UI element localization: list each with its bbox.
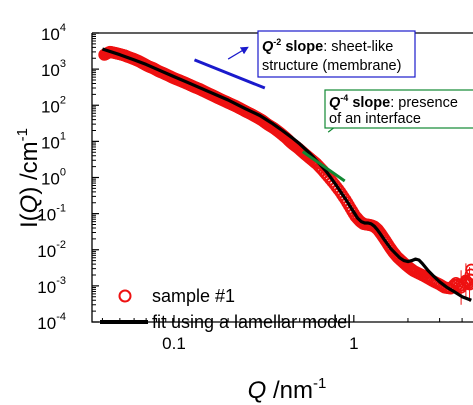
- y-tick-label: 103: [41, 58, 66, 80]
- x-tick-label: 0.1: [162, 334, 186, 353]
- y-tick-label: 10-1: [37, 203, 66, 225]
- q4-label-bold: slope: [348, 95, 390, 111]
- legend-label-fit: fit using a lamellar model: [152, 312, 351, 332]
- legend-marker-sample: [118, 289, 132, 303]
- sample-series: [98, 45, 473, 305]
- y-tick-label: 10-3: [37, 275, 66, 297]
- y-tick-label: 10-4: [37, 311, 66, 333]
- q4-label-sup: -4: [340, 93, 348, 103]
- q2-label-q: Q: [262, 39, 274, 55]
- q4-label-rest: : presence: [390, 95, 458, 111]
- q4-slope-line: [301, 150, 346, 183]
- q2-label-line2: structure (membrane): [262, 58, 401, 74]
- q2-label-rest: : sheet-like: [323, 39, 393, 55]
- q4-label-line2: of an interface: [329, 111, 421, 127]
- q4-label-box: [324, 89, 473, 129]
- q2-label-sup: -2: [273, 37, 281, 47]
- svg-text:Q-2 slope: sheet-like: Q-2 slope: sheet-like: [262, 37, 393, 55]
- y-tick-label: 102: [41, 94, 66, 116]
- y-tick-label: 101: [41, 130, 66, 152]
- y-tick-label: 100: [41, 167, 66, 189]
- x-label-unit: /nm: [266, 377, 313, 404]
- legend-label-sample: sample #1: [152, 286, 235, 306]
- y-tick-label: 104: [41, 22, 66, 44]
- y-axis-ticks: 10-4 10-3 10-2 10-1 100 101 102 103 104: [37, 22, 99, 333]
- sample-point: [462, 277, 473, 290]
- annotation-q4: Q-4 slope: presence of an interface: [301, 89, 473, 183]
- y-label-main: I(: [16, 213, 43, 228]
- x-axis-ticks: 0.1 1: [101, 315, 463, 353]
- sample-point: [461, 275, 473, 288]
- x-label-sup: -1: [313, 375, 326, 392]
- x-label-q: Q: [248, 377, 267, 404]
- q2-label-box: [257, 30, 416, 78]
- y-label-sup: -1: [14, 128, 31, 141]
- legend: sample #1 fit using a lamellar model: [100, 286, 351, 332]
- annotation-q2: Q-2 slope: sheet-like structure (membran…: [193, 30, 416, 90]
- q2-arrow: [227, 46, 249, 60]
- q2-label-bold: slope: [281, 39, 323, 55]
- x-axis-label: Q /nm-1: [248, 375, 327, 404]
- y-label-q: Q: [16, 195, 43, 214]
- fit-line: [101, 47, 472, 302]
- y-tick-label: 10-2: [37, 239, 66, 261]
- svg-text:Q-4 slope: presence: Q-4 slope: presence: [329, 93, 458, 111]
- y-label-rest: ) /cm: [16, 141, 43, 194]
- q2-slope-line: [193, 58, 266, 90]
- y-axis-label: I(Q) /cm-1: [14, 128, 43, 228]
- x-tick-label: 1: [349, 334, 358, 353]
- q4-label-q: Q: [329, 95, 341, 111]
